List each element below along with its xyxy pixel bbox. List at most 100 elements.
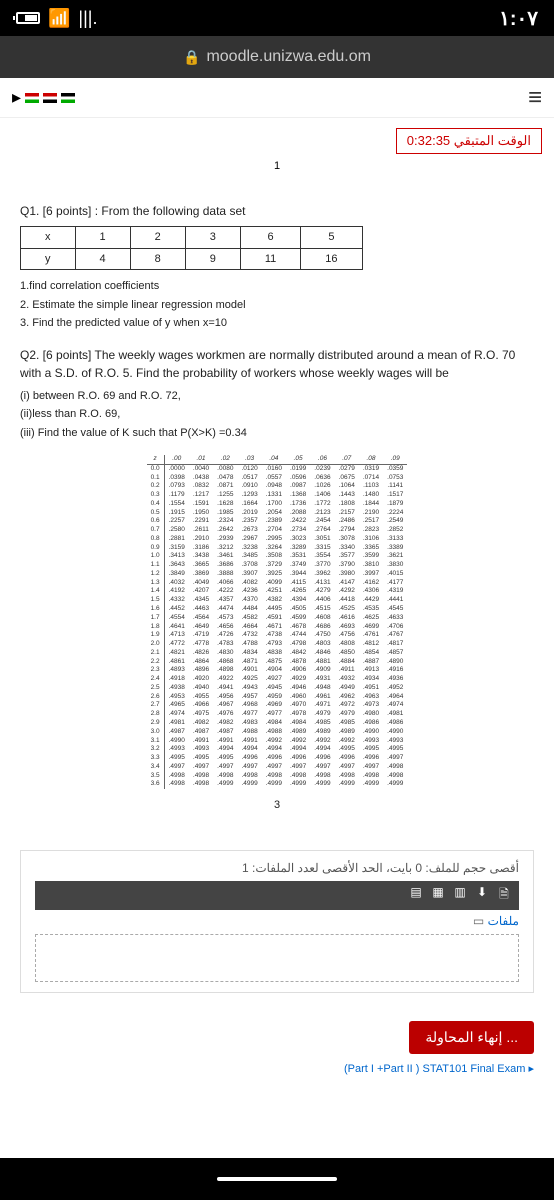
- table-cell: .4032: [164, 579, 189, 588]
- table-cell: .4989: [286, 728, 310, 737]
- table-cell: .4948: [310, 684, 334, 693]
- table-cell: .4808: [335, 640, 359, 649]
- end-attempt-button[interactable]: إنهاء المحاولة ...: [409, 1021, 534, 1054]
- page-marker-1: 1: [0, 160, 554, 172]
- table-cell: .4884: [335, 658, 359, 667]
- table-cell: .4656: [213, 623, 237, 632]
- table-cell: 1.6: [147, 605, 165, 614]
- table-cell: .3365: [359, 544, 383, 553]
- home-indicator[interactable]: [217, 1177, 337, 1181]
- table-header: .08: [359, 455, 383, 464]
- view-list-icon[interactable]: ▤: [407, 885, 425, 906]
- table-cell: 3.2: [147, 745, 165, 754]
- table-cell: 1.4: [147, 587, 165, 596]
- table-cell: .4846: [310, 649, 334, 658]
- table-cell: .2517: [359, 517, 383, 526]
- table-cell: .4994: [262, 745, 286, 754]
- table-cell: .4988: [237, 728, 261, 737]
- table-cell: .1255: [213, 491, 237, 500]
- table-cell: .1064: [335, 482, 359, 491]
- table-cell: .2324: [213, 517, 237, 526]
- table-cell: .4911: [335, 666, 359, 675]
- table-cell: 1.7: [147, 614, 165, 623]
- table-cell: .4931: [310, 675, 334, 684]
- table-cell: .4474: [213, 605, 237, 614]
- table-cell: .4960: [286, 693, 310, 702]
- footer-link[interactable]: (Part I +Part II ) STAT101 Final Exam ▸: [0, 1054, 554, 1075]
- url-bar[interactable]: 🔒 moodle.unizwa.edu.om: [0, 36, 554, 78]
- table-header: .05: [286, 455, 310, 464]
- table-cell: .1628: [213, 500, 237, 509]
- table-cell: .4999: [262, 780, 286, 789]
- table-cell: .3869: [189, 570, 213, 579]
- table-cell: .3051: [310, 535, 334, 544]
- table-cell: .4974: [383, 701, 407, 710]
- table-cell: .0596: [286, 474, 310, 483]
- table-cell: .3078: [335, 535, 359, 544]
- table-cell: 2.6: [147, 693, 165, 702]
- table-cell: .3159: [164, 544, 189, 553]
- table-header: .01: [189, 455, 213, 464]
- table-cell: .1844: [359, 500, 383, 509]
- table-cell: 2: [130, 227, 185, 249]
- table-cell: .4901: [237, 666, 261, 675]
- table-cell: .1664: [237, 500, 261, 509]
- upload-toolbar[interactable]: ▤ ▦ ▥ ⬇ 🗎: [35, 881, 519, 910]
- files-label[interactable]: ▭ ملفات: [35, 914, 519, 928]
- table-cell: .4591: [262, 614, 286, 623]
- table-cell: .4573: [213, 614, 237, 623]
- table-cell: .4997: [164, 763, 189, 772]
- table-cell: .4966: [189, 701, 213, 710]
- q2-items: (i) between R.O. 69 and R.O. 72,(ii)less…: [20, 388, 534, 442]
- table-cell: .4394: [286, 596, 310, 605]
- table-cell: .1368: [286, 491, 310, 500]
- table-cell: .0948: [262, 482, 286, 491]
- table-cell: .4706: [383, 623, 407, 632]
- table-cell: .0753: [383, 474, 407, 483]
- table-cell: .4936: [383, 675, 407, 684]
- table-cell: .2157: [335, 509, 359, 518]
- table-cell: .4983: [237, 719, 261, 728]
- table-cell: .4979: [335, 710, 359, 719]
- table-cell: 1.0: [147, 552, 165, 561]
- table-cell: .2642: [213, 526, 237, 535]
- table-cell: .4993: [359, 737, 383, 746]
- table-cell: .4772: [164, 640, 189, 649]
- table-cell: .0319: [359, 464, 383, 473]
- table-cell: .4982: [189, 719, 213, 728]
- table-cell: 1.5: [147, 596, 165, 605]
- hamburger-icon[interactable]: ≡: [528, 84, 542, 112]
- table-cell: 2.3: [147, 666, 165, 675]
- table-cell: .3212: [213, 544, 237, 553]
- table-cell: .4998: [286, 772, 310, 781]
- table-cell: 2.5: [147, 684, 165, 693]
- table-cell: .4998: [189, 772, 213, 781]
- table-cell: 3.0: [147, 728, 165, 737]
- battery-icon: [16, 12, 40, 24]
- table-cell: .4990: [383, 728, 407, 737]
- table-cell: .4946: [286, 684, 310, 693]
- table-cell: .4999: [286, 780, 310, 789]
- table-cell: .2673: [237, 526, 261, 535]
- view-tiles-icon[interactable]: ▥: [451, 885, 469, 906]
- table-cell: .2257: [164, 517, 189, 526]
- table-cell: .4993: [164, 745, 189, 754]
- table-cell: 0.6: [147, 517, 165, 526]
- table-cell: .4922: [213, 675, 237, 684]
- table-cell: .3888: [213, 570, 237, 579]
- file-icon[interactable]: 🗎: [495, 885, 513, 906]
- table-cell: .4641: [164, 623, 189, 632]
- home-bar: [0, 1158, 554, 1200]
- drop-zone[interactable]: [35, 934, 519, 982]
- table-cell: .0557: [262, 474, 286, 483]
- table-cell: .4971: [310, 701, 334, 710]
- table-cell: .4207: [189, 587, 213, 596]
- download-icon[interactable]: ⬇: [473, 885, 491, 906]
- table-cell: .4951: [359, 684, 383, 693]
- view-grid-icon[interactable]: ▦: [429, 885, 447, 906]
- table-cell: .1179: [164, 491, 189, 500]
- table-header: .09: [383, 455, 407, 464]
- table-cell: .2454: [310, 517, 334, 526]
- table-cell: .4953: [164, 693, 189, 702]
- table-cell: .4978: [286, 710, 310, 719]
